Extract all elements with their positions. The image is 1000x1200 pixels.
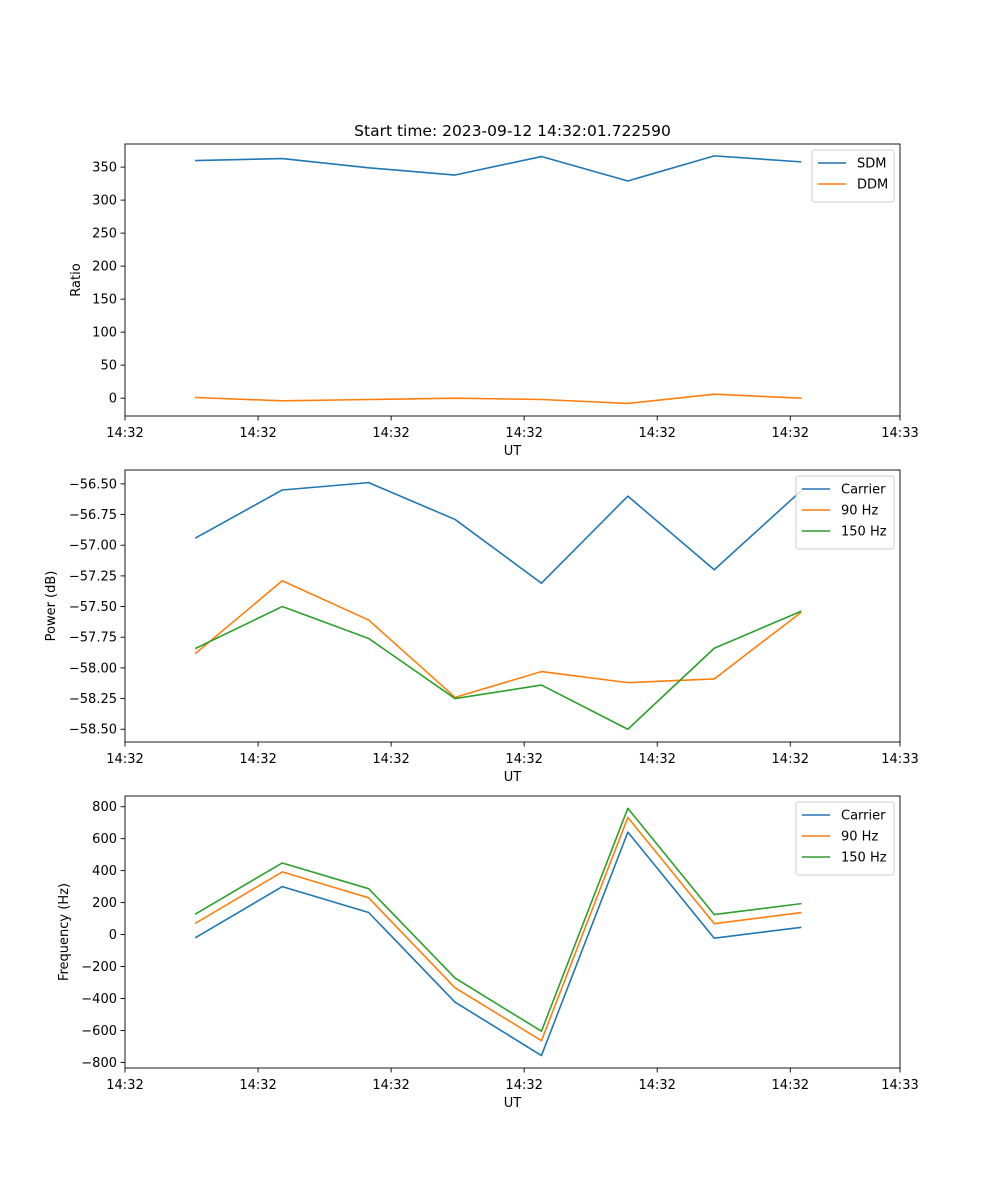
x-tick-label: 14:32 [638, 752, 675, 767]
x-tick-label: 14:32 [372, 426, 409, 441]
x-axis-label: UT [504, 770, 522, 785]
y-tick-label: −200 [81, 960, 117, 975]
x-tick-label: 14:32 [239, 752, 276, 767]
legend: Carrier 90 Hz 150 Hz [795, 475, 895, 550]
legend: Carrier 90 Hz 150 Hz [795, 801, 895, 876]
series-line-90-hz [194, 579, 802, 699]
x-tick-label: 14:32 [505, 1078, 542, 1093]
y-tick-label: −57.50 [69, 600, 117, 615]
chart-title: Start time: 2023-09-12 14:32:01.722590 [354, 122, 671, 140]
x-tick-label: 14:32 [772, 752, 809, 767]
y-tick-label: 300 [92, 194, 117, 209]
axes-frame [124, 469, 901, 743]
axes-frame [124, 143, 901, 417]
y-tick-label: −56.75 [69, 508, 117, 523]
y-tick-label: 350 [92, 161, 117, 176]
x-tick-label: 14:32 [505, 752, 542, 767]
y-axis-label: Ratio [69, 263, 84, 296]
legend-entry-label: Carrier [841, 483, 886, 498]
x-tick-label: 14:32 [106, 752, 143, 767]
y-tick-label: 0 [109, 928, 117, 943]
legend-entry-label: 90 Hz [841, 830, 878, 845]
legend-entry-label: DDM [857, 178, 888, 193]
series-line-150-hz [194, 605, 802, 731]
y-tick-label: 400 [92, 864, 117, 879]
x-tick-label: 14:32 [372, 1078, 409, 1093]
x-axis-label: UT [504, 1096, 522, 1111]
y-tick-label: −57.25 [69, 569, 117, 584]
y-tick-label: 50 [100, 359, 117, 374]
legend-entry-label: 150 Hz [841, 525, 887, 540]
x-axis-label: UT [504, 444, 522, 459]
x-tick-label: 14:32 [772, 426, 809, 441]
x-tick-label: 14:33 [881, 1078, 918, 1093]
y-tick-label: 800 [92, 800, 117, 815]
x-tick-label: 14:32 [638, 426, 675, 441]
series-line-carrier [194, 481, 802, 585]
series-line-150-hz [194, 807, 802, 1033]
series-line-ddm [195, 393, 802, 405]
y-tick-label: 200 [92, 260, 117, 275]
y-tick-label: −58.25 [69, 692, 117, 707]
y-tick-label: 250 [92, 227, 117, 242]
y-axis-label: Frequency (Hz) [57, 883, 72, 981]
chart-panel-3: 14:32 14:32 14:32 14:32 14:32 14:32 14:33 −800 −… [57, 795, 919, 1111]
x-tick-label: 14:32 [106, 426, 143, 441]
x-tick-label: 14:32 [372, 752, 409, 767]
x-tick-label: 14:33 [881, 426, 918, 441]
y-axis-label: Power (dB) [44, 571, 59, 642]
y-tick-label: −58.00 [69, 661, 117, 676]
y-tick-label: −600 [81, 1024, 117, 1039]
legend-entry-label: 90 Hz [841, 504, 878, 519]
y-tick-label: −56.50 [69, 477, 117, 492]
legend: SDM DDM [811, 149, 895, 203]
y-tick-label: 600 [92, 832, 117, 847]
y-tick-label: −57.00 [69, 539, 117, 554]
x-tick-label: 14:32 [239, 426, 276, 441]
series-line-carrier [194, 831, 802, 1057]
legend-entry-label: Carrier [841, 809, 886, 824]
x-tick-label: 14:32 [505, 426, 542, 441]
legend-entry-label: 150 Hz [841, 851, 887, 866]
x-tick-label: 14:32 [772, 1078, 809, 1093]
series-line-sdm [195, 155, 802, 182]
legend-entry-label: SDM [857, 157, 886, 172]
y-tick-label: −58.50 [69, 723, 117, 738]
y-tick-label: −800 [81, 1056, 117, 1071]
y-tick-label: 200 [92, 896, 117, 911]
x-tick-label: 14:33 [881, 752, 918, 767]
x-tick-label: 14:32 [239, 1078, 276, 1093]
y-tick-label: −400 [81, 992, 117, 1007]
chart-panel-1: 14:32 14:32 14:32 14:32 14:32 14:32 14:33 0 50 10… [69, 122, 919, 459]
y-tick-label: 100 [92, 326, 117, 341]
series-line-90-hz [194, 816, 802, 1042]
y-tick-label: −57.75 [69, 631, 117, 646]
y-tick-label: 150 [92, 293, 117, 308]
chart-panel-2: 14:32 14:32 14:32 14:32 14:32 14:32 14:33 −58.5… [44, 469, 919, 785]
x-tick-label: 14:32 [638, 1078, 675, 1093]
x-tick-label: 14:32 [106, 1078, 143, 1093]
axes-frame [124, 795, 901, 1069]
y-tick-label: 0 [109, 392, 117, 407]
